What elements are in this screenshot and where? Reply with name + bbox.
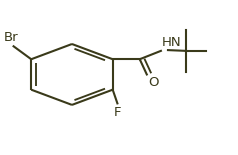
Text: Br: Br <box>4 31 19 44</box>
Text: F: F <box>114 106 121 119</box>
Text: O: O <box>148 76 159 89</box>
Text: HN: HN <box>162 36 181 49</box>
